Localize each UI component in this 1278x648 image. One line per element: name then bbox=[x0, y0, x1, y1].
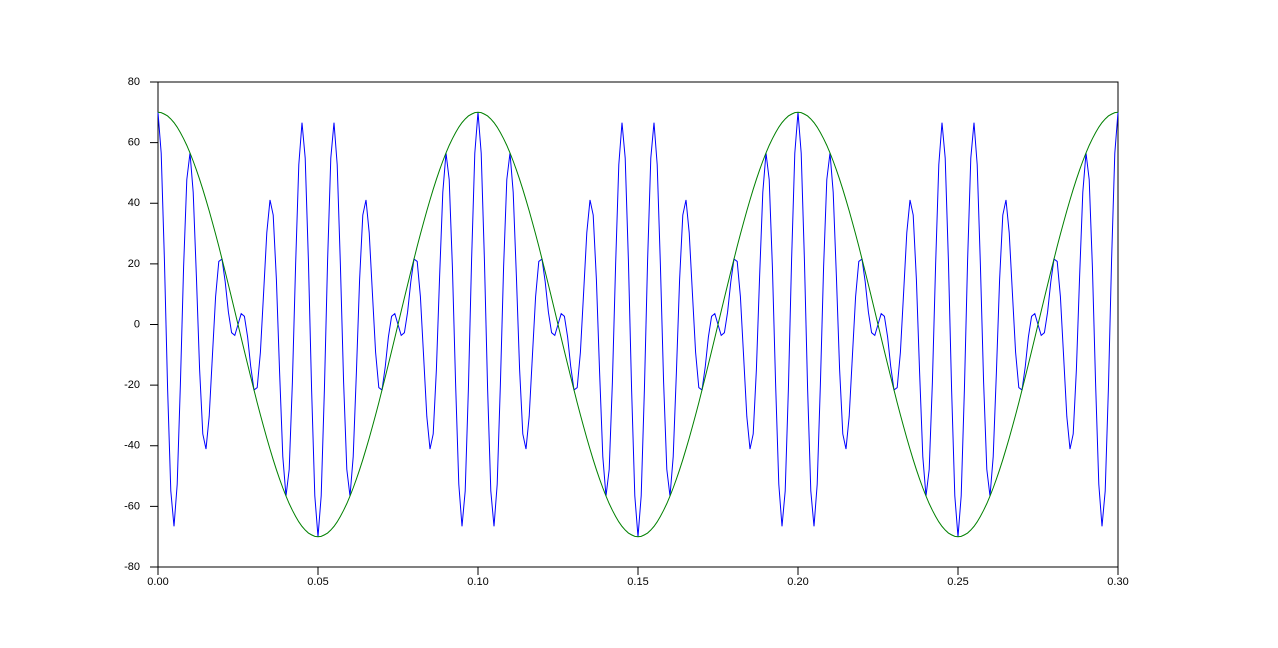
x-tick-label: 0.20 bbox=[787, 576, 808, 588]
y-tick-label: 40 bbox=[128, 197, 140, 209]
y-tick-label: 0 bbox=[134, 318, 140, 330]
plot-frame bbox=[157, 81, 1119, 568]
y-tick-label: 60 bbox=[128, 137, 140, 149]
x-tick-label: 0.00 bbox=[147, 576, 168, 588]
y-tick-label: -60 bbox=[124, 500, 140, 512]
y-tick-label: 80 bbox=[128, 76, 140, 88]
x-tick-label: 0.10 bbox=[467, 576, 488, 588]
y-tick-label: 20 bbox=[128, 258, 140, 270]
x-tick-label: 0.25 bbox=[947, 576, 968, 588]
x-tick-label: 0.15 bbox=[627, 576, 648, 588]
y-tick-label: -80 bbox=[124, 561, 140, 573]
line-series bbox=[157, 111, 1119, 538]
x-tick-label: 0.30 bbox=[1107, 576, 1128, 588]
y-tick-label: -40 bbox=[124, 440, 140, 452]
x-tick-label: 0.05 bbox=[307, 576, 328, 588]
y-tick-label: -20 bbox=[124, 379, 140, 391]
